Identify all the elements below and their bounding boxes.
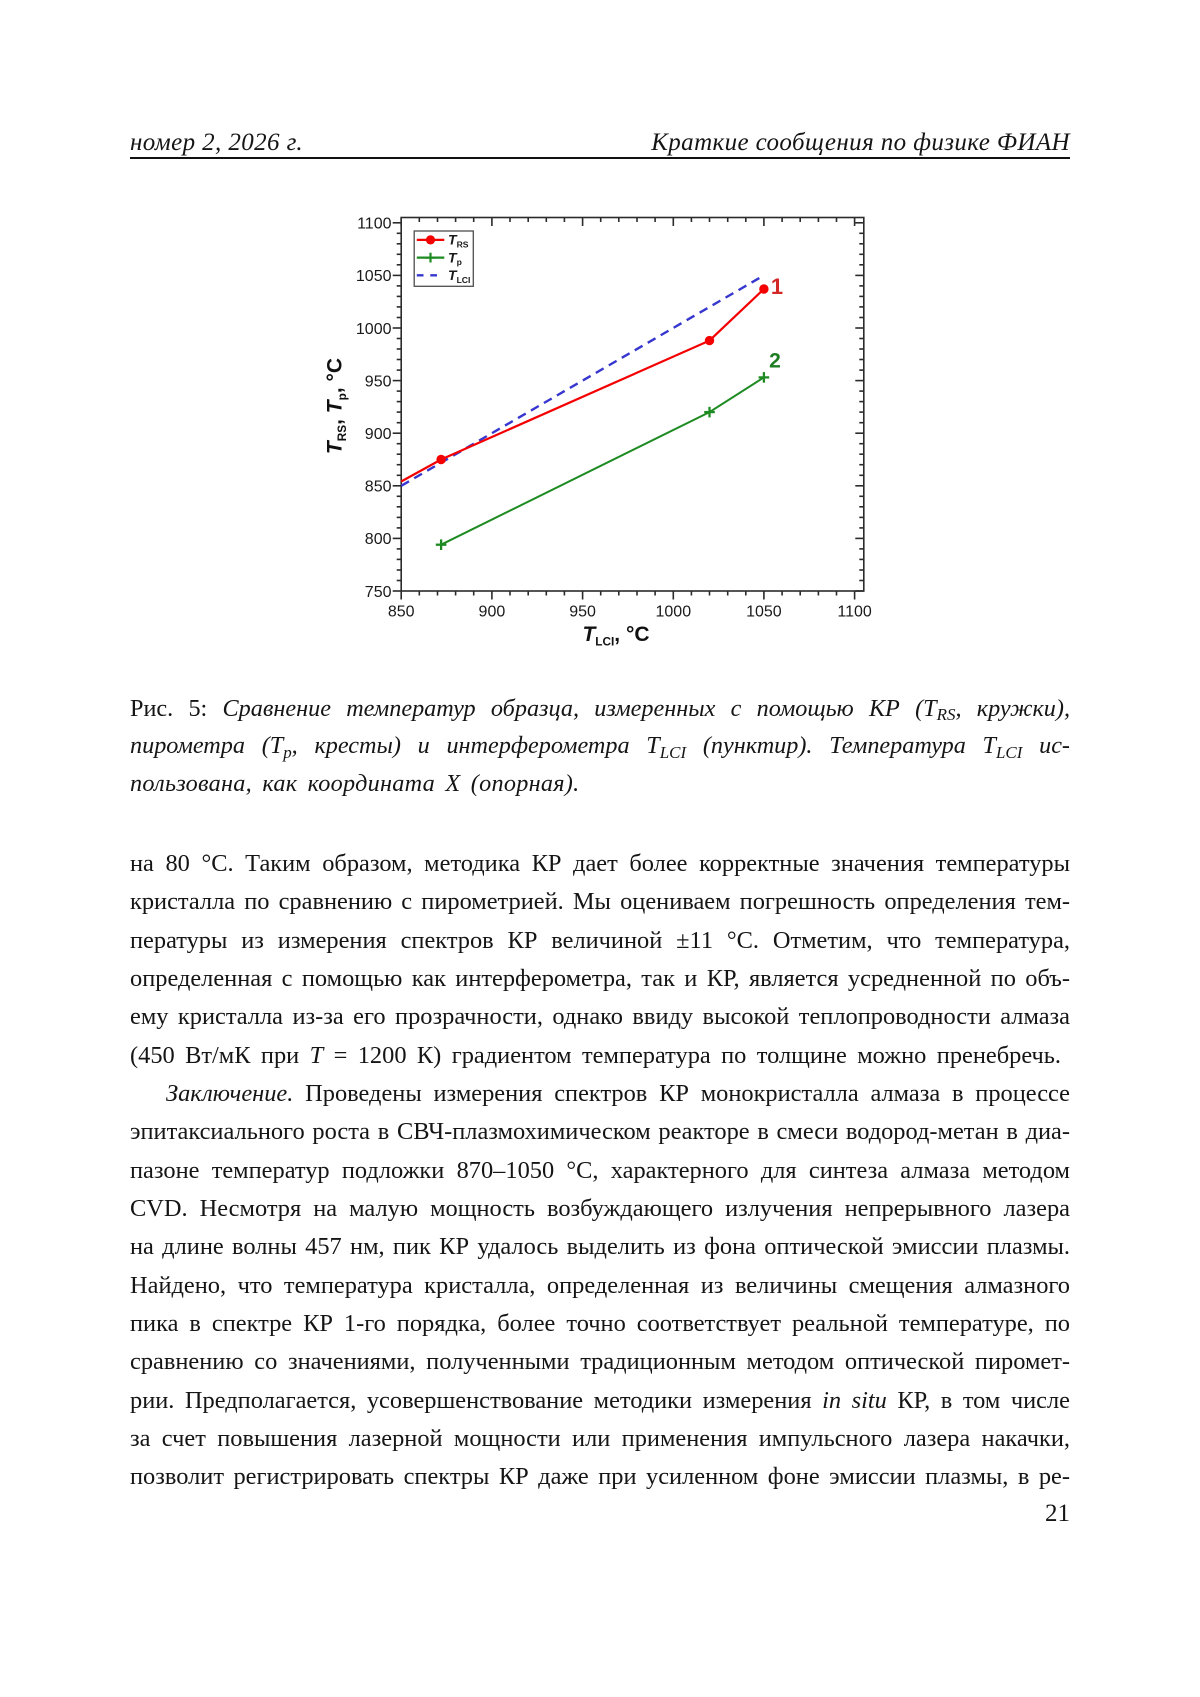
svg-text:2: 2 — [769, 350, 781, 373]
svg-text:850: 850 — [365, 479, 392, 496]
svg-text:900: 900 — [365, 426, 392, 443]
svg-text:1: 1 — [771, 274, 783, 299]
svg-text:850: 850 — [388, 604, 415, 621]
svg-text:1000: 1000 — [656, 604, 692, 621]
svg-text:TRS, Tp, °C: TRS, Tp, °C — [324, 358, 350, 454]
svg-text:750: 750 — [365, 584, 392, 601]
svg-text:1100: 1100 — [357, 216, 392, 233]
svg-text:1050: 1050 — [356, 268, 392, 285]
svg-text:900: 900 — [479, 604, 506, 621]
svg-text:TLCI: TLCI — [448, 267, 470, 285]
svg-text:Tp: Tp — [448, 249, 462, 267]
svg-text:TRS: TRS — [448, 232, 469, 250]
svg-text:1000: 1000 — [356, 321, 392, 338]
svg-text:950: 950 — [365, 373, 392, 390]
svg-text:1100: 1100 — [837, 604, 872, 621]
svg-text:TLCI, °C: TLCI, °C — [582, 623, 649, 649]
svg-text:800: 800 — [365, 531, 392, 548]
svg-text:1050: 1050 — [746, 604, 782, 621]
svg-text:950: 950 — [569, 604, 596, 621]
